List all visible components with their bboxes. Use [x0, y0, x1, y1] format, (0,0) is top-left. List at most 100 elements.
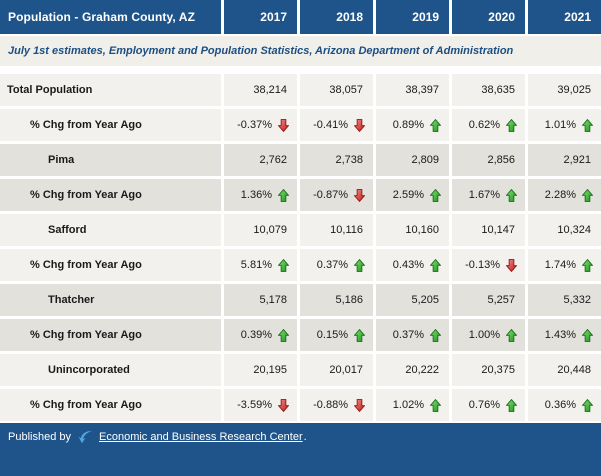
ebrc-link[interactable]: Economic and Business Research Center	[99, 431, 303, 443]
up-arrow-icon	[582, 258, 593, 272]
population-value-cell: 10,160	[376, 214, 449, 246]
table-row: Pima 2,762 2,738 2,809 2,856 2,921	[0, 144, 601, 176]
row-label: % Chg from Year Ago	[0, 249, 221, 281]
pct-change-cell: -0.13%	[452, 249, 525, 281]
up-arrow-icon	[430, 258, 441, 272]
population-value-cell: 5,205	[376, 284, 449, 316]
population-value-cell: 2,921	[528, 144, 601, 176]
pct-change-cell: 1.01%	[528, 109, 601, 141]
subtitle-note: July 1st estimates, Employment and Popul…	[0, 36, 601, 66]
population-value-cell: 38,635	[452, 74, 525, 106]
up-arrow-icon	[430, 188, 441, 202]
table-row: % Chg from Year Ago 0.39% 0.15% 0.37% 1.00% 1…	[0, 319, 601, 351]
table-row: % Chg from Year Ago 1.36% -0.87% 2.59% 1.67%…	[0, 179, 601, 211]
table-row: % Chg from Year Ago -0.37% -0.41% 0.89% 0.62…	[0, 109, 601, 141]
up-arrow-icon	[354, 328, 365, 342]
up-arrow-icon	[582, 188, 593, 202]
footer-period: .	[303, 431, 307, 443]
population-value-cell: 2,856	[452, 144, 525, 176]
table-row: Unincorporated 20,195 20,017 20,222 20,375 20…	[0, 354, 601, 386]
down-arrow-icon	[354, 118, 365, 132]
pct-change-cell: 0.36%	[528, 389, 601, 421]
up-arrow-icon	[582, 118, 593, 132]
pct-change-value: 2.28%	[544, 189, 576, 201]
population-value-cell: 5,178	[224, 284, 297, 316]
population-table: Total Population 38,214 38,057 38,397 38,635…	[0, 74, 601, 421]
pct-change-value: -0.41%	[313, 119, 348, 131]
year-column-header: 2021	[528, 0, 601, 34]
pct-change-cell: 1.67%	[452, 179, 525, 211]
pct-change-value: 0.37%	[316, 259, 348, 271]
population-value-cell: 5,257	[452, 284, 525, 316]
up-arrow-icon	[582, 398, 593, 412]
table-header: Population - Graham County, AZ 2017 2018…	[0, 0, 601, 34]
up-arrow-icon	[506, 328, 517, 342]
pct-change-cell: -0.87%	[300, 179, 373, 211]
pct-change-value: 1.74%	[544, 259, 576, 271]
population-value-cell: 20,375	[452, 354, 525, 386]
row-label: % Chg from Year Ago	[0, 389, 221, 421]
population-value-cell: 10,324	[528, 214, 601, 246]
pct-change-value: 1.36%	[240, 189, 272, 201]
down-arrow-icon	[278, 398, 289, 412]
pct-change-cell: 2.59%	[376, 179, 449, 211]
pct-change-cell: -0.41%	[300, 109, 373, 141]
up-arrow-icon	[506, 188, 517, 202]
pct-change-value: 1.67%	[468, 189, 500, 201]
row-label: % Chg from Year Ago	[0, 179, 221, 211]
row-label: Safford	[0, 214, 221, 246]
down-arrow-icon	[506, 258, 517, 272]
pct-change-cell: 1.43%	[528, 319, 601, 351]
pct-change-value: 1.00%	[468, 329, 500, 341]
down-arrow-icon	[278, 118, 289, 132]
pct-change-cell: 1.36%	[224, 179, 297, 211]
pct-change-value: 0.15%	[316, 329, 348, 341]
population-value-cell: 20,222	[376, 354, 449, 386]
population-value-cell: 5,186	[300, 284, 373, 316]
ebrc-swoosh-icon	[78, 431, 92, 444]
pct-change-value: 2.59%	[392, 189, 424, 201]
pct-change-value: -3.59%	[237, 399, 272, 411]
down-arrow-icon	[354, 188, 365, 202]
pct-change-value: 0.76%	[468, 399, 500, 411]
population-value-cell: 10,079	[224, 214, 297, 246]
pct-change-value: 5.81%	[240, 259, 272, 271]
pct-change-value: 1.02%	[392, 399, 424, 411]
pct-change-cell: 0.89%	[376, 109, 449, 141]
year-column-header: 2019	[376, 0, 449, 34]
page-title: Population - Graham County, AZ	[0, 0, 221, 34]
pct-change-value: 0.37%	[392, 329, 424, 341]
pct-change-cell: 0.37%	[376, 319, 449, 351]
row-label: Pima	[0, 144, 221, 176]
table-row: Thatcher 5,178 5,186 5,205 5,257 5,332	[0, 284, 601, 316]
pct-change-cell: 1.00%	[452, 319, 525, 351]
up-arrow-icon	[430, 328, 441, 342]
pct-change-value: 0.89%	[392, 119, 424, 131]
up-arrow-icon	[506, 398, 517, 412]
pct-change-value: 1.01%	[544, 119, 576, 131]
population-value-cell: 2,762	[224, 144, 297, 176]
pct-change-cell: -0.88%	[300, 389, 373, 421]
pct-change-cell: 5.81%	[224, 249, 297, 281]
table-row: % Chg from Year Ago 5.81% 0.37% 0.43% -0.13%…	[0, 249, 601, 281]
pct-change-cell: 0.39%	[224, 319, 297, 351]
pct-change-value: -0.13%	[465, 259, 500, 271]
population-value-cell: 2,738	[300, 144, 373, 176]
population-value-cell: 39,025	[528, 74, 601, 106]
pct-change-cell: 0.76%	[452, 389, 525, 421]
up-arrow-icon	[354, 258, 365, 272]
up-arrow-icon	[506, 118, 517, 132]
pct-change-cell: 0.62%	[452, 109, 525, 141]
pct-change-cell: 2.28%	[528, 179, 601, 211]
population-value-cell: 2,809	[376, 144, 449, 176]
up-arrow-icon	[278, 188, 289, 202]
row-label: Total Population	[0, 74, 221, 106]
pct-change-cell: -3.59%	[224, 389, 297, 421]
year-column-header: 2017	[224, 0, 297, 34]
population-value-cell: 10,147	[452, 214, 525, 246]
pct-change-value: 0.39%	[240, 329, 272, 341]
population-value-cell: 38,214	[224, 74, 297, 106]
population-value-cell: 5,332	[528, 284, 601, 316]
pct-change-cell: 0.43%	[376, 249, 449, 281]
pct-change-value: 0.62%	[468, 119, 500, 131]
